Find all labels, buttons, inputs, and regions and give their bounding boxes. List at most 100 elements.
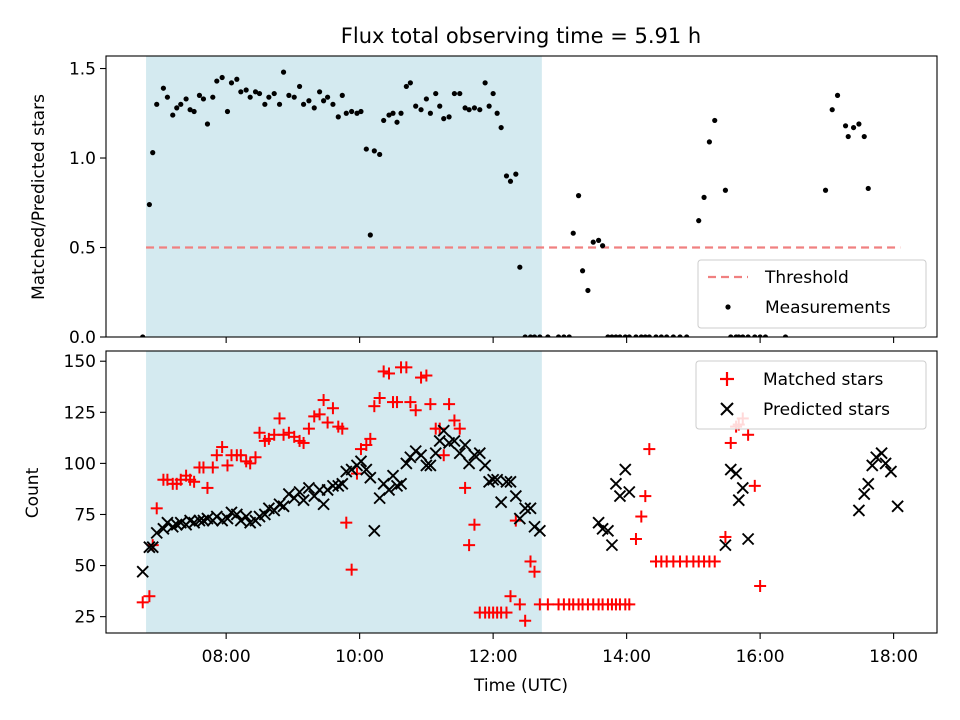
measurement-point (507, 178, 514, 184)
matched-star-point (297, 436, 310, 449)
x-tick-label: 14:00 (602, 647, 651, 667)
measurement-point (178, 101, 184, 107)
matched-star-point (302, 422, 315, 435)
predicted-star-point (533, 524, 547, 537)
measurement-point (243, 87, 249, 93)
measurement-point (256, 90, 263, 97)
measurement-point (219, 74, 225, 81)
measurement-point (354, 110, 360, 116)
measurement-point (271, 90, 277, 97)
predicted-star-point (609, 477, 623, 490)
predicted-star-point (875, 447, 888, 460)
predicted-star-point (524, 502, 537, 515)
measurement-point (335, 114, 341, 120)
measurement-point (266, 94, 272, 100)
x-tick-label: 08:00 (202, 647, 251, 667)
measurement-point (291, 94, 297, 100)
predicted-star-point (193, 514, 206, 527)
matched-star-point (635, 510, 648, 523)
measurement-point (358, 108, 364, 115)
matched-star-point (524, 555, 537, 568)
predicted-star-point (601, 524, 615, 537)
predicted-star-point (277, 500, 290, 513)
measurement-point (888, 0, 893, 3)
predicted-star-point (221, 512, 234, 525)
predicted-star-point (513, 512, 527, 525)
measurement-point (191, 108, 197, 115)
legend-measurements-swatch (725, 304, 731, 310)
matched-star-point (377, 365, 390, 378)
predicted-star-point (613, 489, 627, 503)
measurement-point (706, 139, 712, 145)
top-y-ticks: 0.0 0.5 1.0 1.5 (69, 60, 106, 348)
predicted-star-point (486, 473, 500, 486)
measurement-point (446, 114, 452, 120)
matched-star-point (629, 533, 642, 545)
x-tick-label: 16:00 (736, 647, 785, 667)
predicted-star-point (458, 438, 472, 452)
predicted-star-point (297, 494, 310, 507)
matched-star-points (136, 361, 767, 627)
measurement-point (701, 194, 707, 200)
measurement-points (140, 0, 893, 337)
measurement-point (403, 83, 409, 90)
matched-star-point (373, 392, 386, 404)
measurement-point (575, 193, 582, 199)
predicted-star-point (146, 541, 159, 554)
predicted-star-point (317, 498, 330, 511)
measurement-point (664, 334, 670, 337)
top-x-ticks (225, 337, 895, 343)
bottom-y-tick-label: 150 (64, 352, 96, 372)
measurement-point (238, 89, 244, 95)
measurement-point (503, 173, 510, 179)
matched-star-point (459, 481, 472, 494)
chart-title: Flux total observing time = 5.91 h (341, 24, 701, 48)
predicted-star-point (462, 457, 476, 470)
measurement-point (204, 121, 211, 127)
legend-measurements-label: Measurements (765, 298, 891, 318)
matched-star-point (253, 426, 266, 439)
measurement-point (537, 334, 543, 337)
measurement-point (160, 85, 167, 91)
predicted-star-point (424, 459, 437, 472)
measurement-point (386, 112, 392, 118)
measurement-point (390, 110, 396, 116)
measurement-point (471, 105, 478, 111)
matched-star-point (360, 439, 373, 451)
predicted-star-point (143, 541, 156, 554)
measurement-point (224, 108, 231, 115)
measurement-point (150, 150, 156, 156)
measurement-point (579, 268, 586, 274)
matched-star-point (136, 596, 149, 609)
predicted-star-point (157, 522, 170, 535)
bottom-legend-box (695, 360, 927, 430)
measurement-point (736, 334, 742, 337)
measurement-point (306, 98, 312, 104)
matched-star-point (528, 565, 541, 578)
predicted-star-point (623, 485, 636, 499)
matched-star-point (639, 490, 652, 503)
measurement-point (722, 187, 729, 193)
measurement-point (728, 334, 734, 337)
matched-star-point (513, 598, 526, 611)
matched-star-point (443, 398, 456, 411)
measurement-point (276, 101, 283, 107)
measurement-point (829, 107, 835, 113)
matched-star-point (500, 606, 513, 619)
matched-star-point (742, 428, 755, 441)
top-y-axis-label: Matched/Predicted stars (29, 94, 49, 300)
measurement-point (146, 201, 152, 208)
matched-star-point (437, 449, 450, 462)
measurement-point (339, 92, 345, 98)
measurement-point (861, 133, 867, 140)
matched-star-point (368, 400, 381, 413)
matched-star-point (201, 481, 214, 494)
predicted-star-point (258, 508, 272, 521)
matched-star-point (468, 518, 481, 531)
measurement-point (367, 232, 373, 238)
measurement-point (413, 103, 419, 109)
x-tick-label: 12:00 (469, 647, 518, 667)
predicted-star-point (453, 447, 466, 460)
matched-star-point (143, 590, 156, 603)
measurement-point (154, 101, 160, 107)
